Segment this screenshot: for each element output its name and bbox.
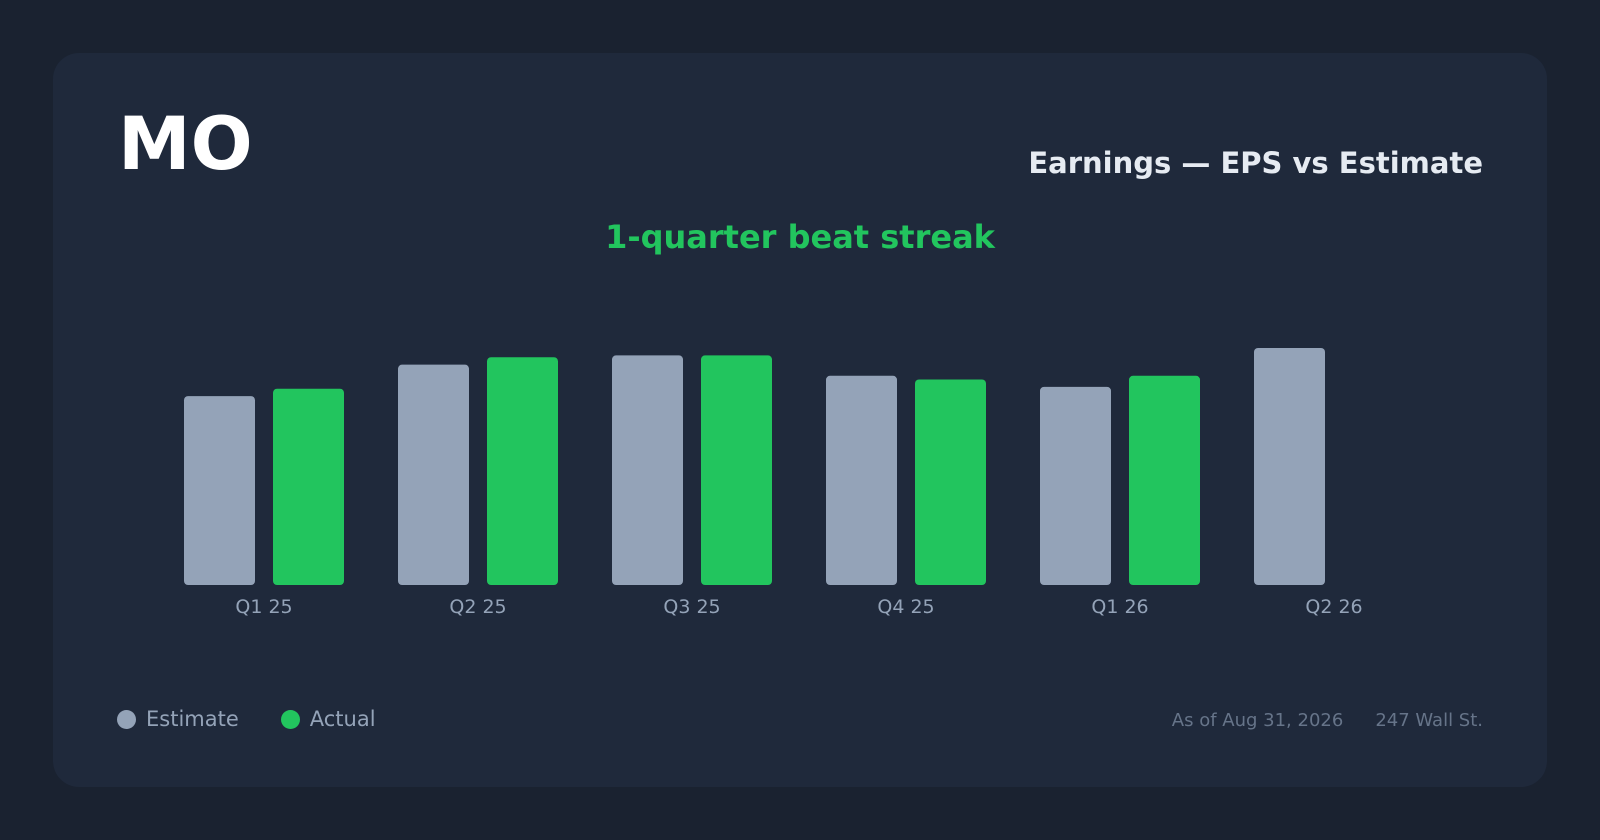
x-tick-label: Q1 25 [235, 596, 292, 618]
source-credit: 247 Wall St. [1375, 710, 1483, 731]
x-tick-label: Q1 26 [1091, 596, 1148, 618]
x-tick-label: Q2 25 [449, 596, 506, 618]
bar-actual-q2-25 [487, 357, 558, 585]
bar-actual-q1-26 [1129, 375, 1200, 585]
bar-actual-q4-25 [915, 379, 986, 585]
footer: As of Aug 31, 2026 247 Wall St. [1172, 710, 1483, 731]
actual-swatch [280, 709, 300, 729]
bar-estimate-q4-25 [826, 375, 897, 585]
bar-estimate-q1-25 [184, 396, 255, 585]
legend-item-estimate: Estimate [117, 707, 239, 731]
legend-item-actual: Actual [280, 707, 376, 731]
bar-estimate-q2-26 [1254, 348, 1325, 585]
ticker-symbol: MO [118, 102, 253, 187]
beat-streak-label: 1-quarter beat streak [605, 218, 995, 256]
x-tick-label: Q2 26 [1305, 596, 1362, 618]
as-of-date: As of Aug 31, 2026 [1171, 710, 1344, 731]
x-axis-labels: Q1 25 Q2 25 Q3 25 Q4 25 Q1 26 Q2 26 [235, 596, 1362, 618]
legend-actual-label: Actual [309, 707, 376, 731]
bar-actual-q3-25 [701, 355, 772, 585]
bar-estimate-q1-26 [1040, 386, 1111, 585]
earnings-card: MO Earnings — EPS vs Estimate 1-quarter … [53, 53, 1547, 787]
legend: Estimate Actual [117, 707, 418, 731]
chart-title: Earnings — EPS vs Estimate [1028, 146, 1483, 180]
x-tick-label: Q3 25 [663, 596, 720, 618]
bar-estimate-q2-25 [398, 364, 469, 585]
bar-actual-q1-25 [273, 388, 344, 585]
bar-estimate-q3-25 [612, 355, 683, 585]
legend-estimate-label: Estimate [146, 707, 239, 731]
estimate-swatch [117, 709, 136, 729]
bars-group [184, 348, 1325, 585]
x-tick-label: Q4 25 [877, 596, 934, 618]
eps-bar-chart: Q1 25 Q2 25 Q3 25 Q4 25 Q1 26 Q2 26 [184, 348, 1363, 618]
